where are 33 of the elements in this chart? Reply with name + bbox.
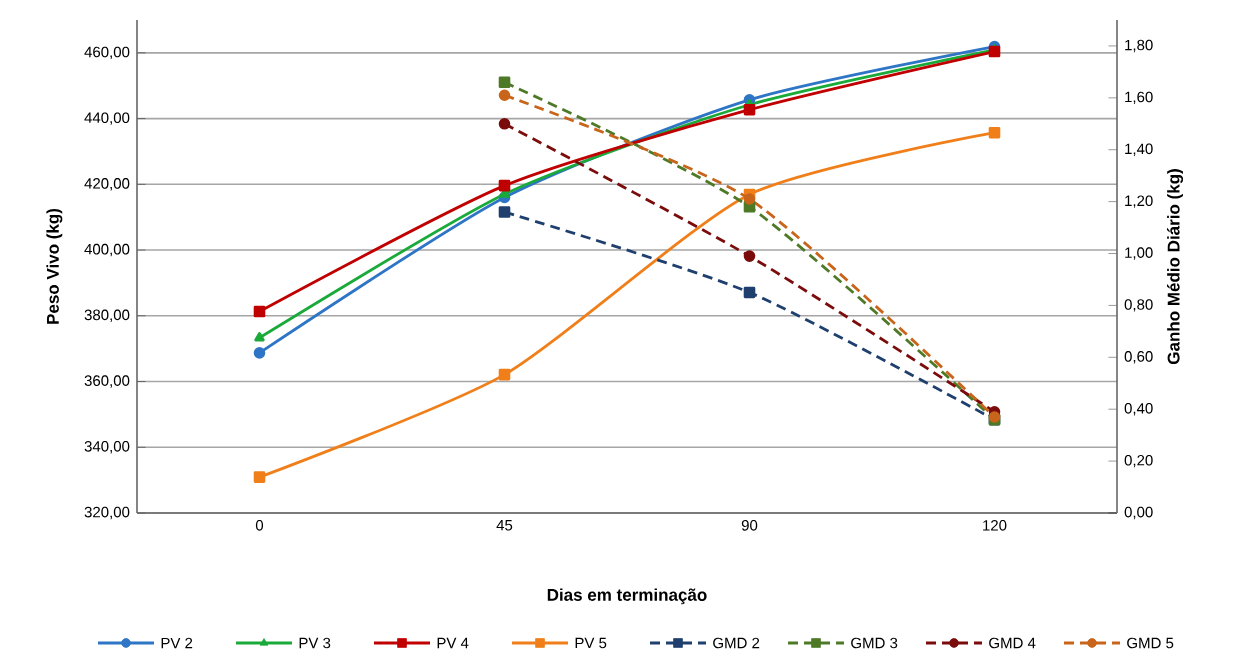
x-tick-label: 45 [496,520,513,531]
x-tick-label: 0 [255,520,264,531]
x-axis-title: Dias em terminação [547,588,707,605]
y-tick-label: 460,00 [84,46,130,60]
y-tick-label: 320,00 [84,506,130,520]
x-tick-label: 90 [741,520,758,531]
y2-tick-label: 1,80 [1125,39,1153,53]
legend-label: PV 3 [299,637,331,649]
y2-tick-label: 0,40 [1124,403,1153,416]
legend-label: PV 2 [161,637,193,649]
y-tick-label: 440,00 [84,112,130,125]
y-axis-title: Peso Vivo (kg) [46,208,63,324]
y2-axis-title: Ganho Médio Diário (kg) [1166,169,1184,365]
legend-label: GMD 3 [851,637,898,649]
legend-label: GMD 4 [989,637,1036,649]
y2-tick-label: 1,40 [1125,143,1153,156]
y-tick-label: 360,00 [84,375,130,388]
legend-label: PV 5 [575,637,607,649]
y2-tick-label: 0,80 [1124,299,1153,312]
y2-tick-label: 1,20 [1125,195,1153,208]
y2-tick-label: 1,00 [1125,247,1153,260]
y2-tick-label: 0,00 [1124,506,1153,520]
x-tick-label: 120 [983,520,1007,531]
y2-tick-label: 0,60 [1124,351,1153,364]
legend-label: GMD 5 [1127,637,1174,649]
y-tick-label: 420,00 [84,178,130,191]
y-tick-label: 400,00 [84,243,130,257]
legend-label: PV 4 [437,637,469,649]
y-tick-label: 380,00 [84,309,130,322]
y2-tick-label: 1,60 [1125,91,1153,105]
y-tick-label: 340,00 [84,441,130,454]
legend-label: GMD 2 [713,637,760,649]
y2-tick-label: 0,20 [1124,454,1153,468]
